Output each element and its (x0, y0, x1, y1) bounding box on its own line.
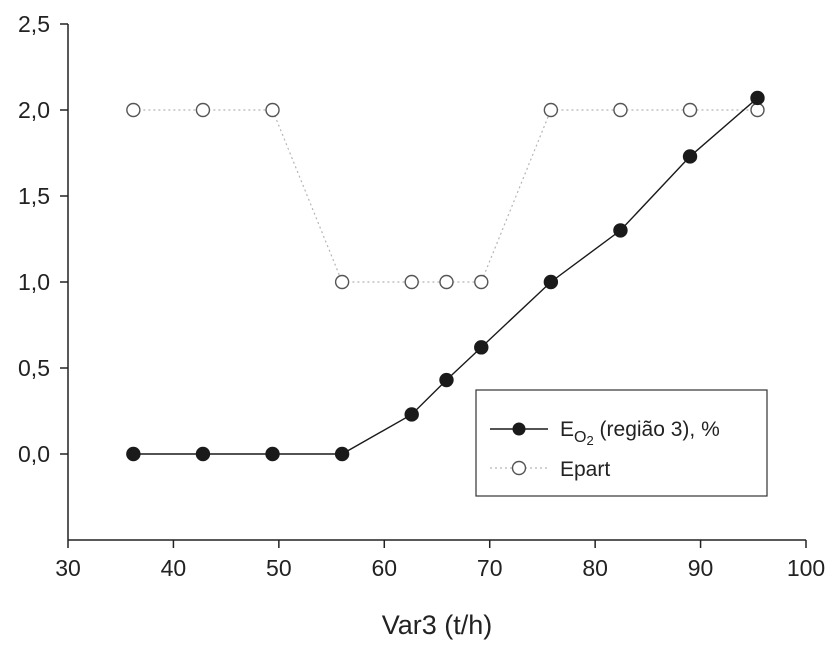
y-tick-label: 1,5 (18, 183, 50, 209)
legend-label-series-1-rest: (região 3), % (594, 418, 720, 441)
series-2-point (543, 102, 559, 118)
series-1-point (750, 90, 765, 106)
legend-label-series-1-main: E (560, 418, 574, 441)
series-2-point (439, 274, 454, 290)
x-ticks: 30 40 50 60 70 80 90 100 (55, 540, 825, 581)
legend-label-series-2: Epart (560, 458, 610, 481)
x-tick-label: 70 (477, 555, 503, 581)
series-2-point (682, 102, 698, 118)
legend-label-series-1: EO2 (região 3), % (560, 418, 720, 448)
series-2-point (750, 102, 765, 118)
series-2-point (613, 102, 628, 118)
y-tick-label: 2,5 (18, 11, 50, 37)
series-2-point (404, 274, 419, 290)
x-tick-label: 60 (371, 555, 397, 581)
legend-label-series-1-sub: O (574, 429, 586, 446)
series-2-point (334, 274, 350, 290)
series-1-point (195, 446, 211, 462)
legend-box (475, 389, 768, 497)
y-tick-label: 1,0 (18, 269, 50, 295)
series-2-line (133, 109, 758, 283)
y-tick-label: 2,0 (18, 97, 50, 123)
series-1-point (474, 340, 489, 355)
x-tick-label: 40 (161, 555, 187, 581)
series-1-point (613, 223, 628, 238)
x-tick-label: 50 (266, 555, 292, 581)
series-2-point (474, 274, 489, 290)
legend: EO2 (região 3), % Epart (475, 389, 768, 497)
x-tick-label: 30 (55, 555, 81, 581)
series-1-point (682, 149, 698, 164)
x-tick-label: 90 (688, 555, 714, 581)
series-1-point (265, 446, 280, 462)
series-1-point (439, 372, 454, 388)
series-2-point (126, 102, 141, 118)
y-ticks: 0,0 0,5 1,0 1,5 2,0 2,5 (18, 11, 68, 467)
legend-label-series-1-sub2: 2 (586, 433, 593, 448)
x-axis-title: Var3 (t/h) (382, 610, 493, 640)
y-tick-label: 0,0 (18, 441, 50, 467)
legend-marker-series-1 (512, 422, 526, 436)
x-tick-label: 80 (582, 555, 608, 581)
series-layer (126, 90, 765, 462)
y-tick-label: 0,5 (18, 355, 50, 381)
x-tick-label: 100 (787, 555, 825, 581)
legend-marker-series-2 (511, 460, 527, 476)
series-1-point (543, 274, 559, 290)
series-2-point (195, 102, 211, 118)
series-1-point (404, 407, 419, 422)
series-1-point (126, 446, 141, 462)
series-2-point (265, 102, 280, 118)
series-1-point (334, 446, 350, 462)
